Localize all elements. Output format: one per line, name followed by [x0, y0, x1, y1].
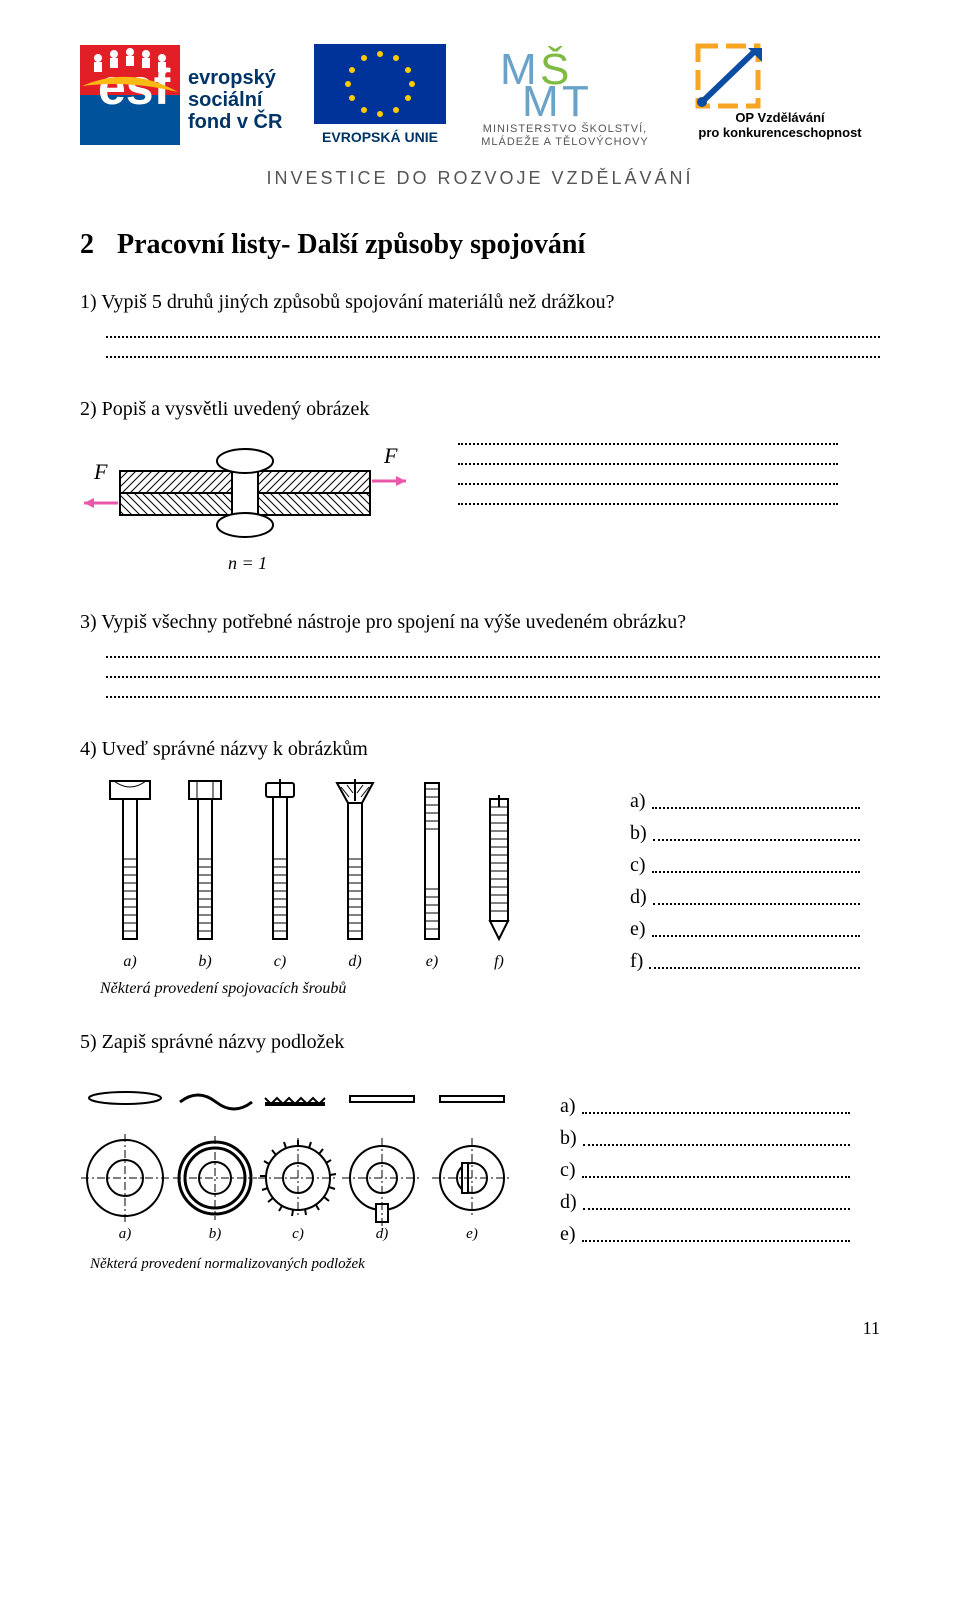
msmt-logo: M Š M T MINISTERSTVO ŠKOLSTVÍ, MLÁDEŽE A… [470, 40, 660, 150]
page-title: 2 Pracovní listy- Další způsoby spojován… [80, 229, 880, 261]
q4-caption: Některá provedení spojovacích šroubů [99, 980, 346, 997]
q1-answer-area [106, 324, 880, 364]
question-1: 1) Vypiš 5 druhů jiných způsobů spojován… [106, 291, 880, 314]
question-3: 3) Vypiš všechny potřebné nástroje pro s… [106, 611, 880, 634]
op-logo: OP Vzdělávání pro konkurenceschopnost [680, 40, 880, 150]
q2-f-right: F [383, 443, 398, 468]
eu-label: EVROPSKÁ UNIE [322, 129, 438, 145]
question-5: 5) Zapiš správné názvy podložek [106, 1031, 880, 1054]
svg-text:a): a) [123, 953, 136, 970]
esf-logo: esf evropský sociální fond v ČR [80, 40, 290, 150]
q5-caption: Některá provedení normalizovaných podlož… [89, 1256, 365, 1272]
esf-text-2: sociální [188, 89, 264, 111]
q4-figure: a) b) c) [80, 771, 600, 1001]
svg-text:b): b) [198, 953, 211, 970]
ministry-1: MINISTERSTVO ŠKOLSTVÍ, [483, 122, 647, 135]
svg-text:d): d) [376, 1226, 389, 1242]
q4-answers: a) b) c) d) e) f) [630, 781, 860, 973]
op-2: pro konkurenceschopnost [698, 125, 862, 140]
header-logo-row: esf evropský sociální fond v ČR [80, 40, 880, 150]
q2-answer-area [458, 431, 838, 511]
q2-n: n = 1 [228, 553, 267, 573]
tagline: INVESTICE DO ROZVOJE VZDĚLÁVÁNÍ [80, 168, 880, 189]
svg-text:c): c) [274, 953, 286, 970]
ministry-2: MLÁDEŽE A TĚLOVÝCHOVY [481, 135, 649, 148]
svg-text:f): f) [494, 953, 504, 970]
svg-text:b): b) [209, 1226, 222, 1242]
q3-answer-area [106, 644, 880, 704]
title-text: Pracovní listy- Další způsoby spojování [117, 229, 585, 260]
page-number: 11 [80, 1318, 880, 1339]
svg-text:d): d) [348, 953, 361, 970]
q2-figure: F F n = 1 [80, 431, 410, 581]
esf-text-3: fond v ČR [188, 109, 283, 133]
question-4: 4) Uveď správné názvy k obrázkům [106, 738, 880, 761]
question-2: 2) Popiš a vysvětli uvedený obrázek [106, 398, 880, 421]
q2-f-left: F [93, 459, 108, 484]
title-number: 2 [80, 229, 110, 261]
q5-answers: a) b) c) d) e) [560, 1086, 850, 1246]
svg-text:T: T [562, 77, 589, 126]
op-1: OP Vzdělávání [735, 110, 825, 125]
svg-text:e): e) [426, 953, 438, 970]
esf-text-1: evropský [188, 67, 277, 89]
eu-logo: EVROPSKÁ UNIE [310, 40, 450, 150]
q5-figure: a) b) c) d) e) Některá provedení normali… [80, 1078, 530, 1278]
svg-text:M: M [522, 77, 559, 126]
svg-text:a): a) [119, 1226, 132, 1242]
svg-text:e): e) [466, 1226, 478, 1242]
svg-text:c): c) [292, 1226, 304, 1242]
